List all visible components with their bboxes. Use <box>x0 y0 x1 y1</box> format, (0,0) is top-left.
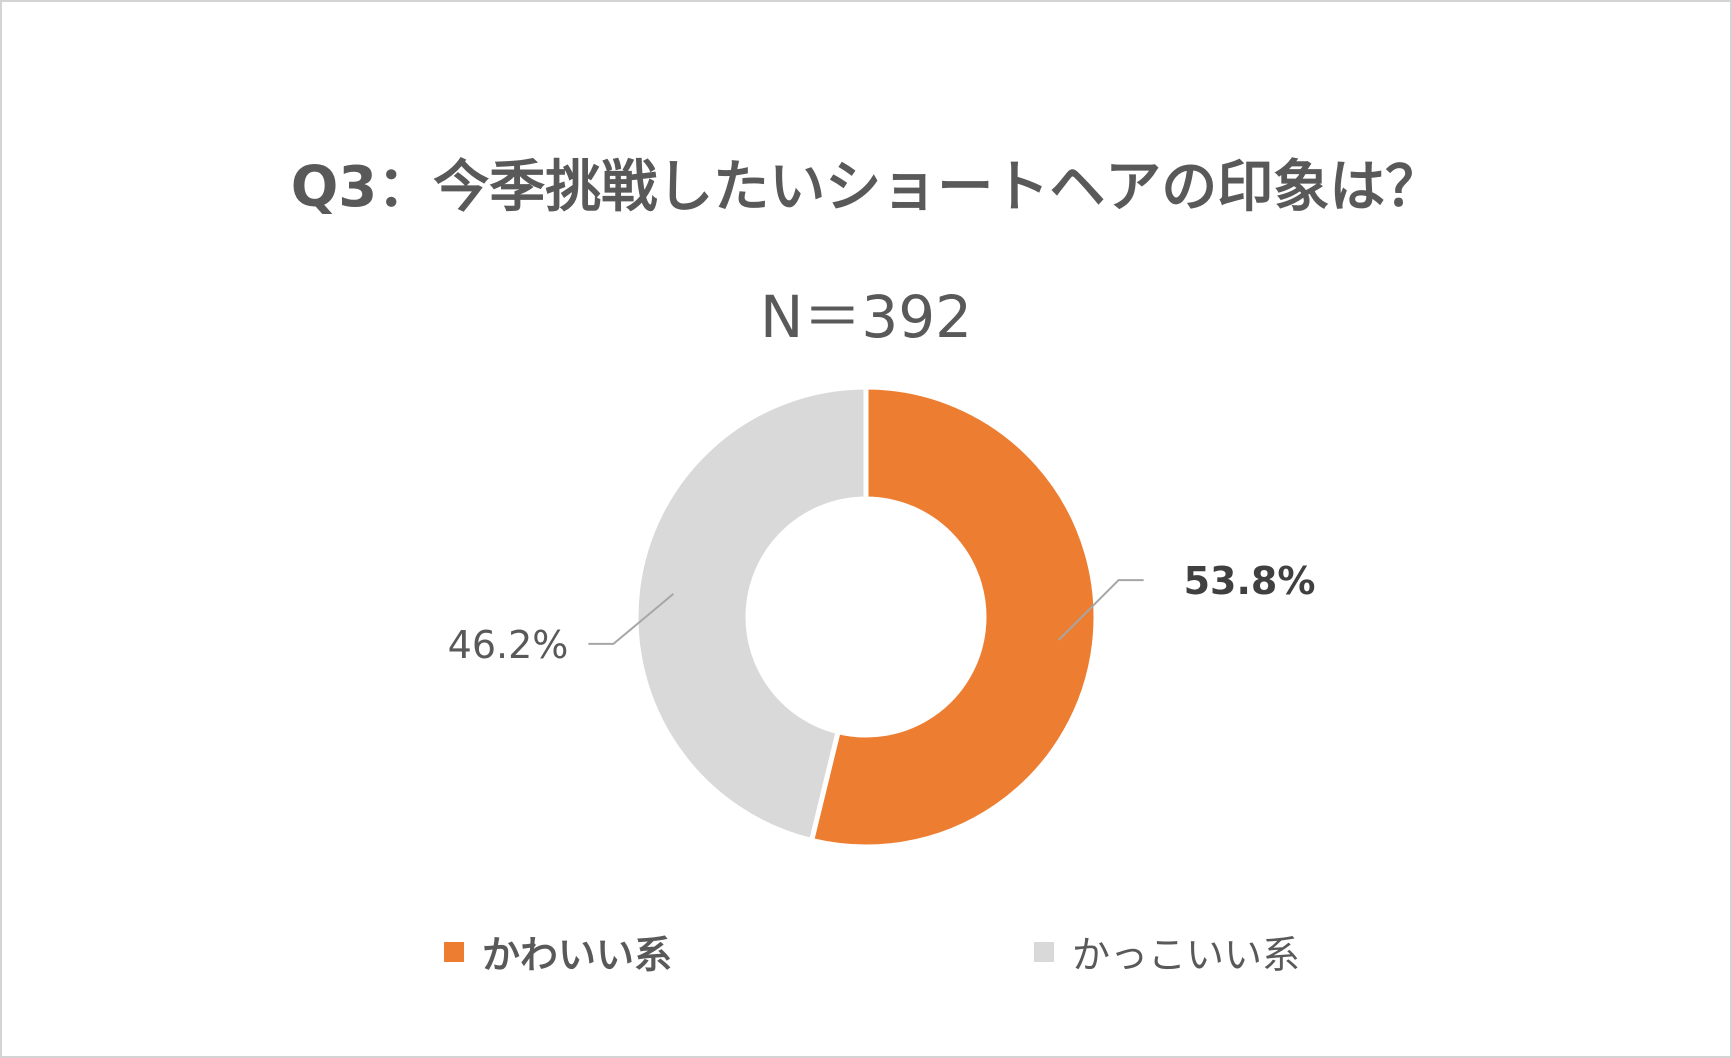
data-label-1: 46.2% <box>448 623 569 667</box>
chart-subtitle: N＝392 <box>759 283 973 351</box>
legend-label-kakkoii: かっこいい系 <box>1072 933 1301 977</box>
legend-item-kakkoii: かっこいい系 <box>1034 924 1300 979</box>
donut-slice-1 <box>633 384 869 844</box>
leader-line-0 <box>1057 579 1144 641</box>
legend-swatch-kawaii <box>444 941 464 962</box>
chart-title: Q3：今季挑戦したいショートヘアの印象は？ <box>290 155 1442 220</box>
data-label-0: 53.8% <box>1184 559 1316 603</box>
donut-slice-0 <box>808 384 1099 850</box>
legend-item-kawaii: かわいい系 <box>444 924 672 979</box>
legend-swatch-kakkoii <box>1034 941 1054 962</box>
leader-line-1 <box>588 593 675 645</box>
legend-label-kawaii: かわいい系 <box>482 933 673 977</box>
